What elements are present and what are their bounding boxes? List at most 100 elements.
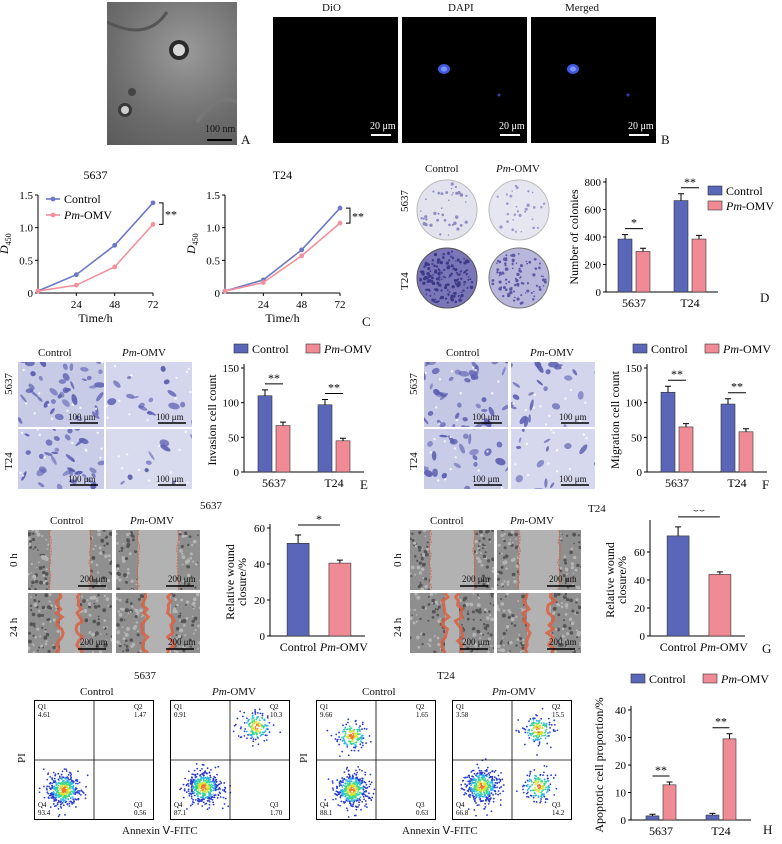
bar-pm-omv	[708, 574, 732, 637]
event-dot	[344, 731, 347, 733]
cell-texture	[479, 632, 483, 635]
event-dot	[347, 721, 349, 724]
event-dot	[348, 800, 351, 803]
cell-texture	[481, 547, 484, 550]
stained-cell	[534, 362, 542, 368]
event-dot	[538, 787, 541, 790]
event-dot	[279, 731, 282, 734]
cell-texture	[192, 643, 195, 646]
cell-texture	[477, 545, 480, 548]
event-dot	[528, 778, 531, 781]
colony	[433, 264, 436, 268]
series-line-control	[37, 202, 154, 292]
membrane-pore	[584, 401, 587, 404]
event-dot	[361, 742, 364, 744]
cell-texture	[516, 638, 520, 642]
event-dot	[190, 795, 193, 798]
stained-cell	[424, 415, 429, 425]
colony	[437, 268, 440, 271]
cell-texture	[121, 626, 124, 628]
event-dot	[252, 738, 255, 741]
colony	[451, 256, 455, 260]
cell-texture	[572, 575, 575, 578]
cell-texture	[418, 530, 422, 535]
event-dot	[532, 727, 535, 729]
cell-texture	[507, 615, 511, 619]
event-dot	[56, 803, 59, 806]
cell-texture	[564, 567, 569, 572]
error-bar	[640, 247, 646, 252]
stained-cell	[543, 386, 548, 392]
cell-texture	[482, 582, 486, 586]
wound-edge	[428, 530, 433, 590]
event-dot	[528, 780, 531, 783]
event-dot	[252, 740, 255, 743]
event-dot	[361, 793, 364, 796]
cell-texture	[88, 631, 92, 635]
cell-texture	[476, 593, 479, 596]
event-dot	[338, 743, 341, 746]
x-tick-label-control: Control	[660, 640, 697, 654]
event-dot	[488, 783, 491, 786]
scale: 200 μm	[462, 574, 490, 584]
colony	[450, 296, 454, 301]
membrane-pore	[79, 406, 82, 410]
event-dot	[53, 800, 55, 802]
membrane-pore	[547, 462, 550, 465]
event-dot	[266, 716, 269, 719]
g-r-col-pm: Pm-OMV	[510, 515, 555, 527]
cell-texture	[414, 573, 417, 576]
event-dot	[358, 768, 361, 771]
colony	[505, 254, 508, 257]
cell-texture	[579, 644, 581, 647]
event-dot	[57, 772, 60, 775]
membrane-pore	[19, 471, 22, 474]
stained-cell	[71, 394, 78, 406]
event-dot	[84, 793, 87, 796]
event-dot	[347, 718, 350, 721]
membrane-pore	[582, 433, 586, 436]
scale: 100 μm	[559, 412, 587, 422]
colony	[516, 282, 520, 287]
event-dot	[354, 720, 357, 723]
g-r-col-control: Control	[430, 515, 464, 527]
stained-cell	[190, 434, 192, 441]
event-dot	[538, 735, 540, 738]
cell-texture	[419, 617, 422, 620]
event-dot	[362, 792, 365, 795]
cell-texture	[124, 633, 129, 637]
data-point-pm_omv	[337, 220, 343, 226]
cell-texture	[182, 579, 185, 583]
cell-texture	[32, 532, 35, 535]
cell-texture	[570, 562, 575, 566]
colony	[514, 296, 516, 299]
cell-texture	[417, 645, 421, 649]
cell-texture	[52, 645, 56, 650]
sig-label: **	[671, 367, 683, 381]
y-axis-label: D450	[0, 233, 13, 255]
header-merged: Merged	[565, 2, 600, 14]
event-dot	[73, 790, 76, 793]
cell-texture	[557, 613, 561, 617]
cell-texture	[97, 593, 100, 597]
cell-texture	[116, 626, 118, 630]
event-dot	[361, 779, 364, 782]
cell-texture	[426, 545, 429, 548]
event-dot	[347, 737, 350, 740]
colony	[463, 270, 467, 274]
event-dot	[262, 731, 264, 734]
stained-cell	[536, 459, 545, 468]
membrane-pore	[435, 406, 438, 409]
cell-texture	[509, 640, 513, 645]
cell-texture	[41, 605, 46, 610]
dio-image: 20 μm	[273, 17, 398, 143]
colony	[422, 222, 427, 226]
cell-texture	[52, 644, 55, 647]
event-dot	[224, 791, 227, 793]
q2-value: 1.65	[416, 711, 429, 719]
cell-texture	[560, 640, 563, 643]
event-dot	[210, 768, 212, 771]
event-dot	[471, 775, 474, 778]
cell-texture	[137, 630, 139, 633]
event-dot	[239, 710, 242, 713]
